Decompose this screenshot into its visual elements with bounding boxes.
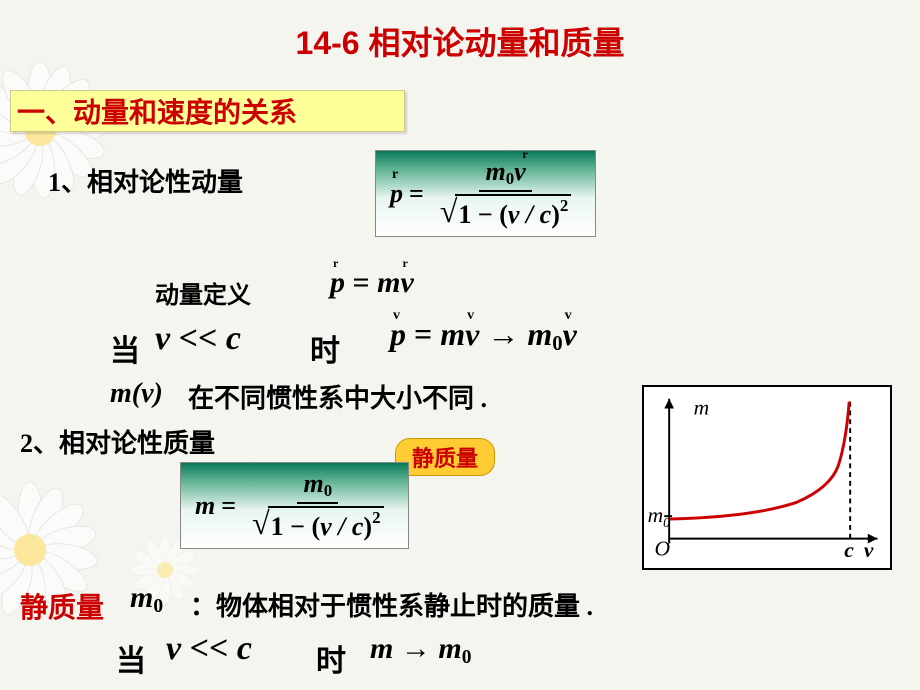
rest-mass-text: ：物体相对于惯性系静止时的质量 . <box>190 586 593 623</box>
section-1-text: 一、动量和速度的关系 <box>17 91 297 131</box>
formula-momentum: rp = m0v r √ 1 − (v / c)2 <box>375 150 596 237</box>
when-1-shi: 时 <box>310 326 340 370</box>
momentum-def-label: 动量定义 <box>155 275 251 310</box>
mv-note-text: 在不同惯性系中大小不同 . <box>188 378 487 415</box>
when-1-label: 当 <box>110 326 140 370</box>
svg-text:m0: m0 <box>648 503 671 530</box>
mv-func: m(v) <box>110 378 163 410</box>
formula-mass: m = m0 √ 1 − (v / c)2 <box>180 462 409 549</box>
svg-text:O: O <box>654 536 670 560</box>
mass-velocity-graph: m m0 O c v <box>642 385 892 570</box>
limit-eq-1: vp = mvv → m0vv <box>390 316 577 356</box>
when-1-math: v << c <box>155 320 241 358</box>
sub2-heading: 2、相对论性质量 <box>20 423 215 460</box>
when-2-math: v << c <box>166 630 252 668</box>
rest-mass-m0: m0 <box>130 581 163 618</box>
graph-y-label: m <box>694 395 710 419</box>
when-2-label: 当 <box>116 636 146 680</box>
momentum-def-eq: rp = mrv <box>330 266 414 300</box>
rest-mass-label: 静质量 <box>20 586 104 626</box>
svg-text:v: v <box>864 538 874 562</box>
rest-mass-callout: 静质量 <box>395 438 495 476</box>
limit-eq-2: m → m0 <box>370 632 471 669</box>
page-title: 14-6 相对论动量和质量 <box>0 18 920 64</box>
sub1-heading: 1、相对论性动量 <box>48 162 243 199</box>
section-1-heading: 一、动量和速度的关系 <box>10 90 405 132</box>
svg-text:c: c <box>844 538 854 562</box>
when-2-shi: 时 <box>316 636 346 680</box>
